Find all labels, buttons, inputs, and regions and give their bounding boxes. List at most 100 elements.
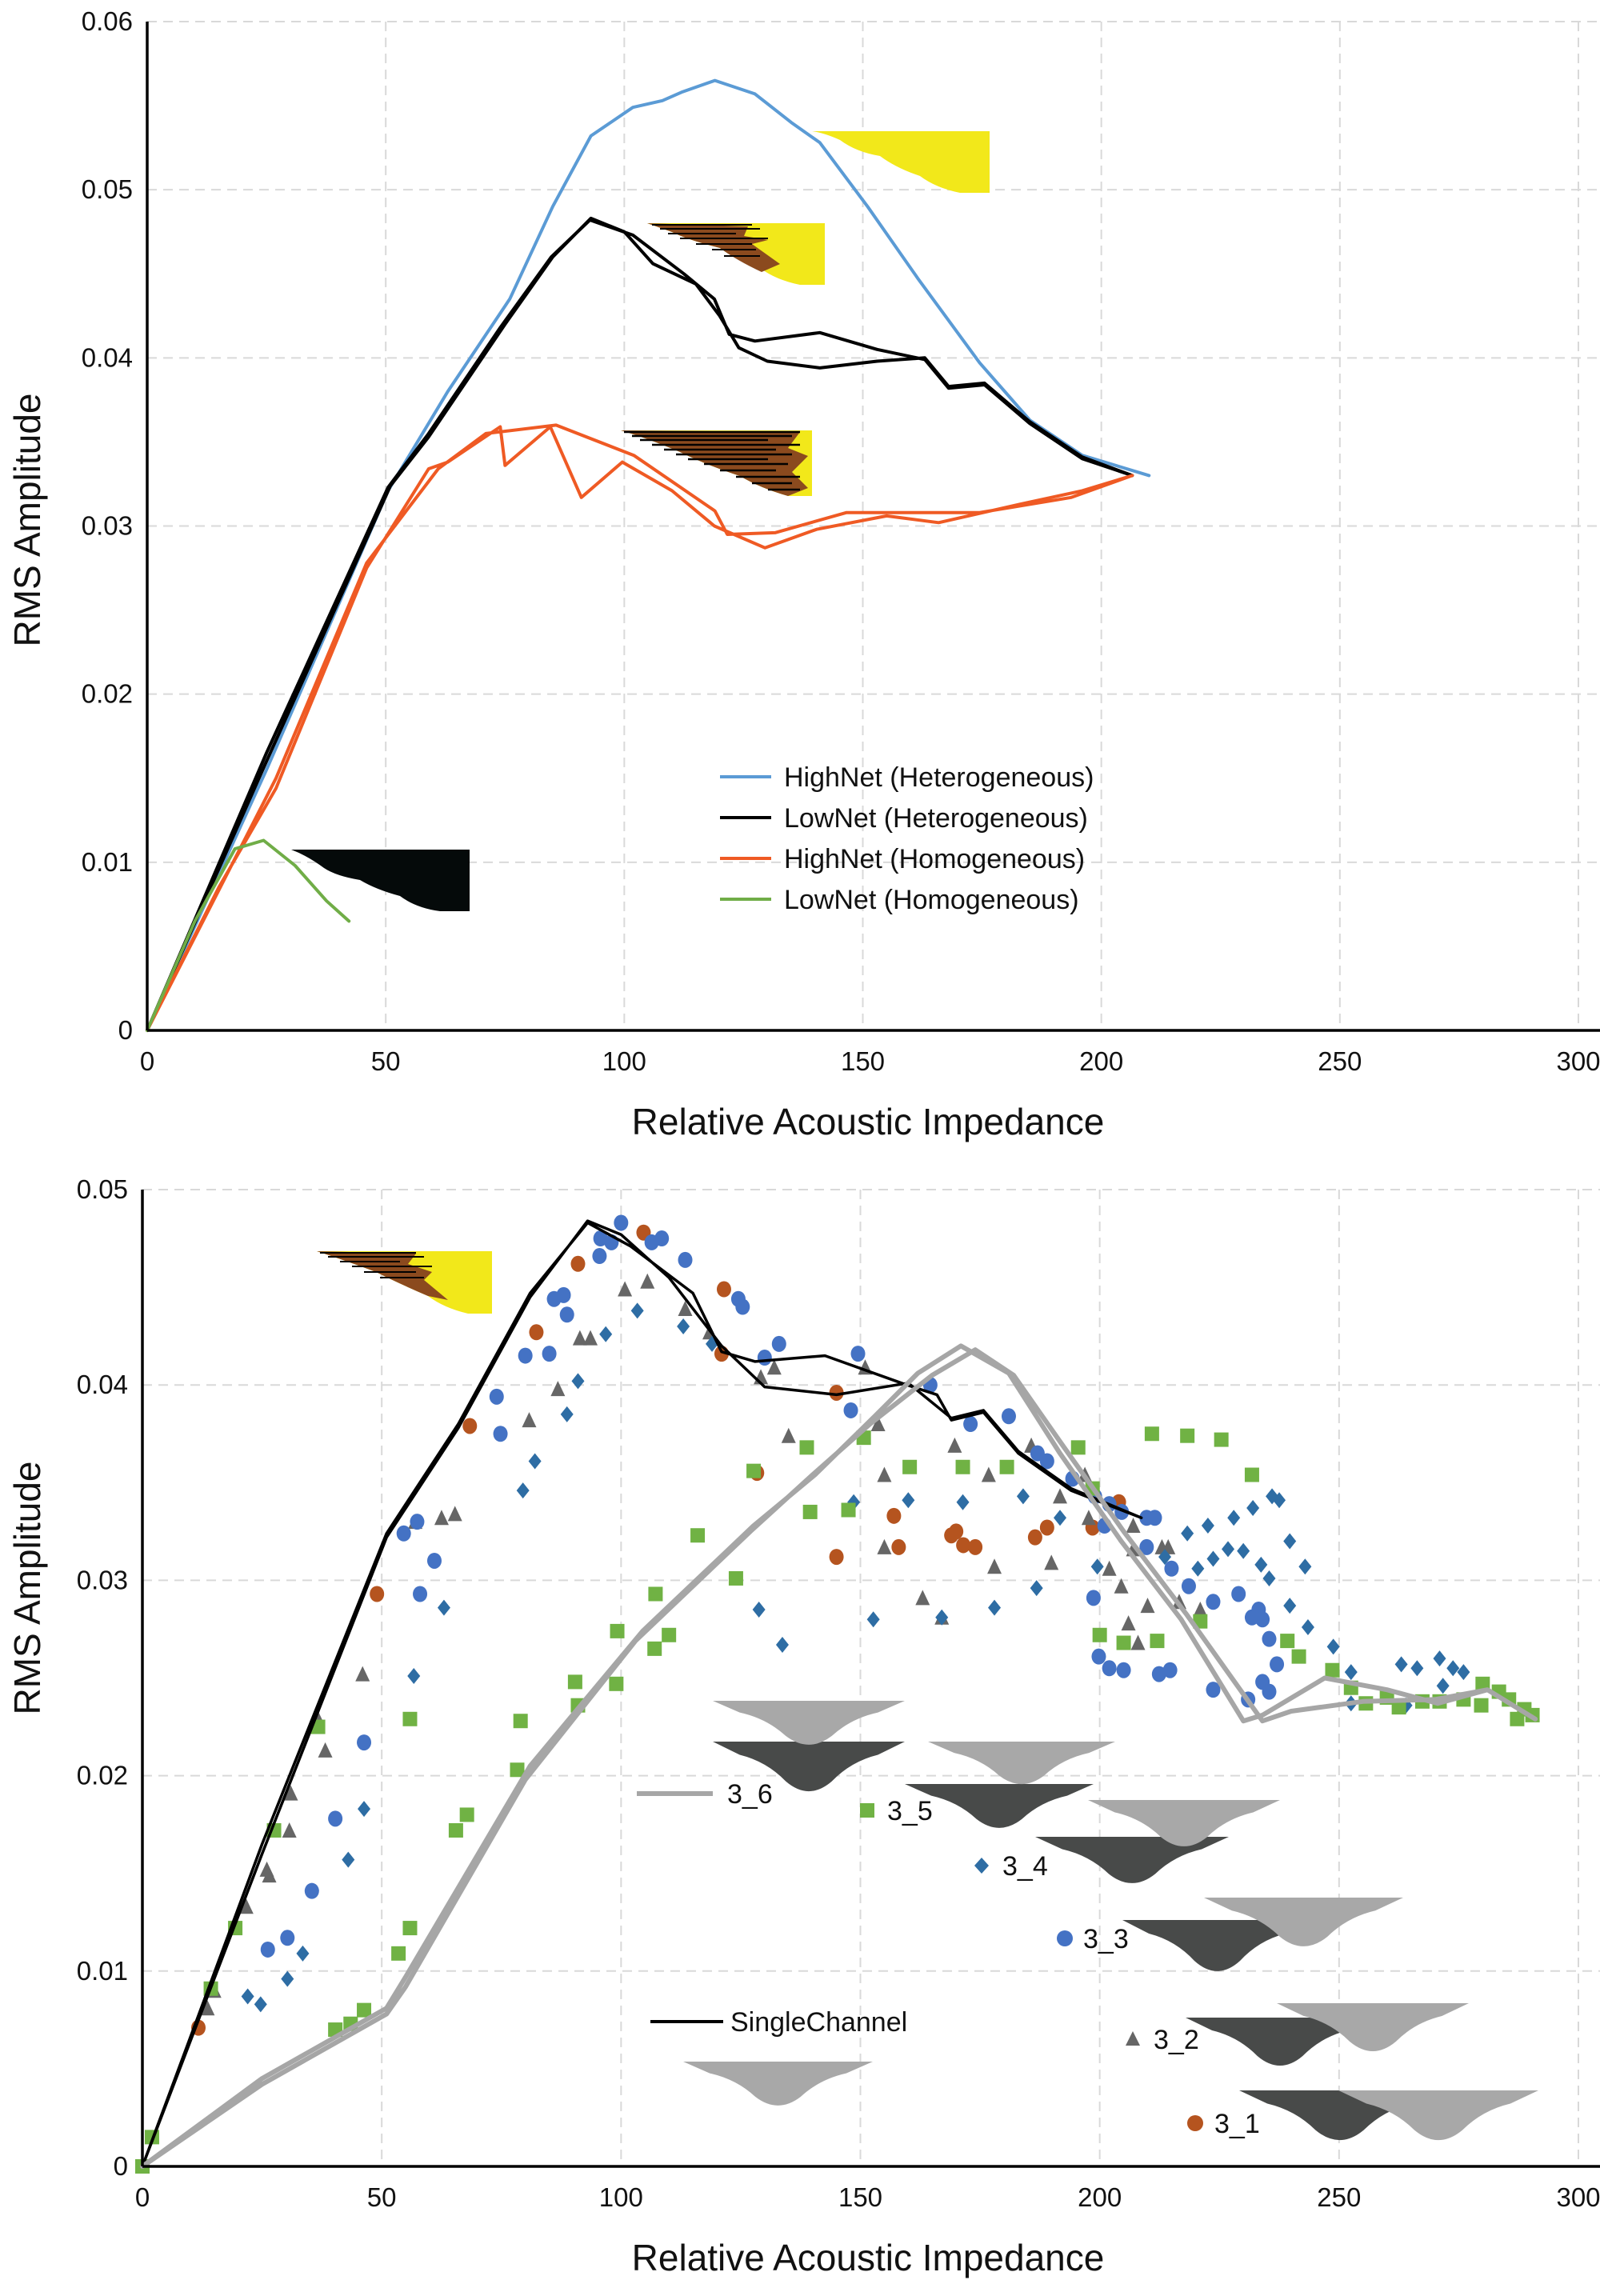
data-point-3_5 <box>1475 1676 1490 1691</box>
series-line-lownet-homogeneous- <box>146 838 351 1032</box>
data-point-3_3 <box>396 1525 411 1542</box>
data-point-3_1 <box>891 1538 906 1555</box>
data-point-3_2 <box>282 1822 297 1838</box>
data-point-3_2 <box>583 1330 598 1346</box>
data-point-3_5 <box>1391 1700 1406 1715</box>
legend-label: SingleChannel <box>730 2007 907 2038</box>
section-3_5-light <box>928 1742 1115 1785</box>
data-point-3_1 <box>886 1507 902 1524</box>
legend-item-highnet-homogeneous: HighNet (Homogeneous) <box>720 844 1085 874</box>
data-point-3_2 <box>766 1359 782 1375</box>
legend-label: 3_3 <box>1083 1924 1129 1954</box>
data-point-3_4 <box>516 1482 530 1499</box>
data-point-3_3 <box>1147 1510 1162 1526</box>
data-point-3_5 <box>1325 1662 1340 1678</box>
data-point-3_4 <box>1326 1638 1340 1655</box>
y-tick-label: 0.05 <box>77 1174 128 1204</box>
data-point-3_4 <box>1016 1488 1030 1505</box>
section-3_6-light <box>713 1701 905 1745</box>
channel-cross-section-images <box>683 1701 1538 2141</box>
data-point-3_2 <box>1140 1598 1155 1614</box>
singlechannel-section-image <box>317 1251 492 1314</box>
x-tick-label: 250 <box>1318 1046 1362 1076</box>
data-point-3_4 <box>241 1988 254 2005</box>
data-point-3_5 <box>746 1463 762 1478</box>
data-point-3_5 <box>728 1570 743 1586</box>
data-point-3_5 <box>690 1528 706 1543</box>
data-point-3_3 <box>260 1941 275 1958</box>
data-point-3_3 <box>1091 1648 1106 1665</box>
top-series <box>146 78 1151 1032</box>
data-point-3_4 <box>1206 1550 1220 1567</box>
y-tick-label: 0.01 <box>82 847 133 877</box>
data-point-3_4 <box>1283 1533 1297 1550</box>
x-tick-label: 0 <box>140 1046 154 1076</box>
x-tick-label: 0 <box>135 2182 150 2212</box>
legend-item-singlechannel: SingleChannel <box>650 2007 907 2038</box>
data-point-3_5 <box>391 1946 406 1961</box>
data-point-3_2 <box>283 1785 298 1801</box>
section-3_5-dark <box>905 1784 1094 1828</box>
data-point-3_2 <box>238 1898 254 1914</box>
legend-label: 3_5 <box>887 1796 933 1826</box>
x-tick-label: 200 <box>1079 1046 1123 1076</box>
legend-marker-circle <box>1057 1930 1073 1946</box>
data-point-3_3 <box>1231 1586 1246 1602</box>
bottom-insets <box>317 1251 1538 2141</box>
data-point-3_4 <box>1273 1492 1286 1509</box>
data-point-3_4 <box>1191 1560 1205 1577</box>
data-point-3_2 <box>200 2000 215 2016</box>
legend-marker-circle <box>1187 2115 1203 2131</box>
data-point-3_5 <box>999 1459 1014 1474</box>
data-point-3_4 <box>571 1373 585 1390</box>
data-point-3_2 <box>318 1742 333 1758</box>
x-tick-label: 150 <box>841 1046 885 1076</box>
data-point-3_3 <box>556 1286 571 1303</box>
legend-item-highnet-heterogeneous: HighNet (Heterogeneous) <box>720 762 1094 793</box>
y-tick-label: 0.03 <box>82 511 133 541</box>
data-point-3_3 <box>963 1416 978 1433</box>
data-point-3_5 <box>662 1627 677 1642</box>
data-point-3_3 <box>614 1214 629 1231</box>
data-point-3_2 <box>987 1558 1002 1574</box>
bottom-series <box>135 1214 1540 2174</box>
data-point-3_5 <box>647 1641 662 1656</box>
top-gridlines <box>147 21 1600 1030</box>
data-point-3_4 <box>1298 1558 1312 1575</box>
y-tick-label: 0.04 <box>77 1370 128 1399</box>
data-point-3_2 <box>618 1281 633 1297</box>
series-line-lownet-heterogeneous- <box>146 216 1134 1032</box>
x-tick-label: 50 <box>367 2182 397 2212</box>
data-point-3_3 <box>493 1426 508 1442</box>
x-tick-label: 300 <box>1556 1046 1600 1076</box>
y-tick-label: 0.03 <box>77 1565 128 1594</box>
data-point-3_3 <box>304 1882 319 1899</box>
data-point-3_4 <box>1394 1656 1408 1673</box>
data-point-3_4 <box>1457 1664 1470 1681</box>
legend-marker-triangle <box>1126 2031 1140 2046</box>
bottom-chart: 00.010.020.030.040.050 50 100 150 200 250 300 … <box>6 1174 1600 2278</box>
data-point-3_3 <box>1262 1683 1277 1700</box>
data-point-3_5 <box>402 1711 418 1726</box>
data-point-3_2 <box>1126 1518 1141 1534</box>
data-point-3_4 <box>677 1318 690 1334</box>
x-tick-label: 100 <box>602 1046 646 1076</box>
data-point-3_5 <box>802 1504 818 1519</box>
y-tick-label: 0.02 <box>82 679 133 709</box>
data-point-3_3 <box>771 1335 786 1352</box>
data-point-3_2 <box>1193 1602 1208 1618</box>
data-point-3_2 <box>640 1273 655 1289</box>
legend-item-3_6: 3_6 <box>637 1779 773 1810</box>
data-point-3_3 <box>592 1248 607 1265</box>
data-point-3_1 <box>829 1384 844 1401</box>
legend-item-3_1: 3_1 <box>1187 2109 1260 2139</box>
data-point-3_3 <box>518 1347 533 1364</box>
top-insets <box>291 131 990 911</box>
data-point-3_2 <box>947 1437 962 1453</box>
data-point-3_1 <box>1027 1529 1042 1546</box>
data-point-3_5 <box>1150 1634 1165 1649</box>
bottom-axes: 0 0.01 0.02 0.03 0.04 0.05 0 50 100 150 200 250 300 <box>77 1174 1600 2212</box>
data-point-3_4 <box>437 1599 450 1616</box>
data-point-3_2 <box>1053 1488 1068 1504</box>
data-point-3_2 <box>550 1381 566 1397</box>
